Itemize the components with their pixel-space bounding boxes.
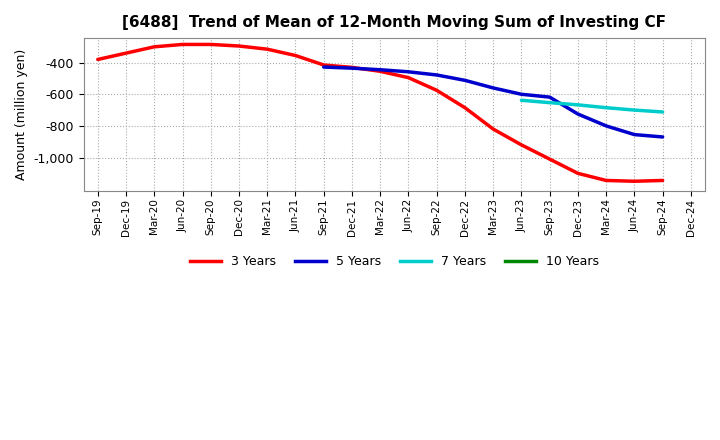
Title: [6488]  Trend of Mean of 12-Month Moving Sum of Investing CF: [6488] Trend of Mean of 12-Month Moving … [122, 15, 666, 30]
Legend: 3 Years, 5 Years, 7 Years, 10 Years: 3 Years, 5 Years, 7 Years, 10 Years [184, 250, 604, 273]
Y-axis label: Amount (million yen): Amount (million yen) [15, 49, 28, 180]
